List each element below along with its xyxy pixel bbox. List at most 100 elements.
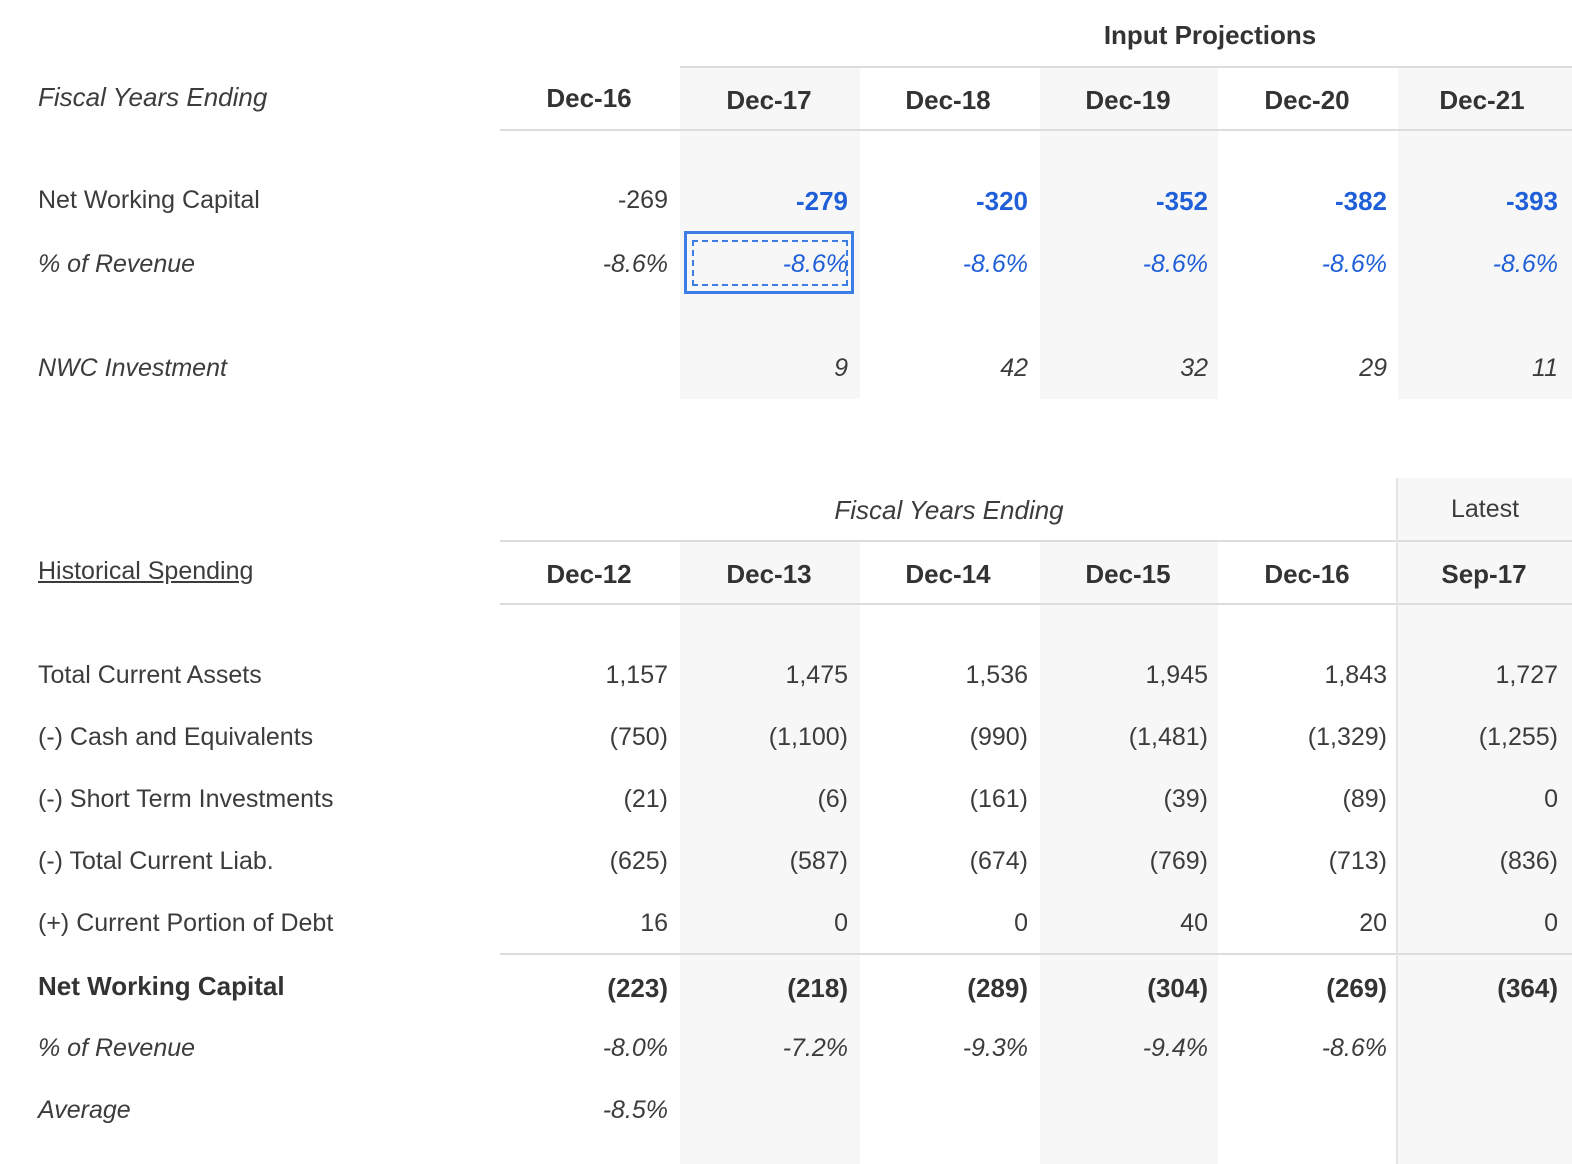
cell-tcl-sep17[interactable]: (836)	[1499, 847, 1558, 875]
col-header-dec15: Dec-15	[1085, 559, 1171, 589]
cell-pcth-dec12[interactable]: -8.0%	[602, 1034, 668, 1062]
divider-bottom-header	[500, 603, 1572, 605]
shade-bottom-col-dec13	[680, 542, 860, 1164]
cell-inv-dec18[interactable]: 42	[1000, 354, 1028, 382]
cell-cpd-dec16[interactable]: 20	[1359, 909, 1387, 937]
cell-tcl-dec14[interactable]: (674)	[969, 847, 1028, 875]
cell-cpd-dec13[interactable]: 0	[834, 909, 848, 937]
cell-tca-dec12[interactable]: 1,157	[605, 661, 668, 689]
copy-marquee	[692, 240, 848, 286]
cell-tcl-dec15[interactable]: (769)	[1149, 847, 1208, 875]
cell-tca-dec15[interactable]: 1,945	[1145, 661, 1208, 689]
cell-pct-dec19[interactable]: -8.6%	[1142, 250, 1208, 278]
cell-cash-dec15[interactable]: (1,481)	[1128, 723, 1208, 751]
cell-nwc-dec19[interactable]: -352	[1155, 186, 1208, 216]
cell-nwc-dec20[interactable]: -382	[1334, 186, 1387, 216]
cell-sti-dec12[interactable]: (21)	[623, 785, 668, 813]
cell-inv-dec17[interactable]: 9	[834, 354, 848, 382]
selected-cell-border	[684, 231, 854, 294]
row-label-average: Average	[38, 1096, 131, 1124]
cell-nwct-dec13[interactable]: (218)	[787, 973, 848, 1003]
cell-nwct-sep17[interactable]: (364)	[1497, 973, 1558, 1003]
cell-nwc-dec18[interactable]: -320	[975, 186, 1028, 216]
divider-input-projections	[680, 66, 1572, 68]
row-label-short-term-investments: (-) Short Term Investments	[38, 785, 334, 813]
shade-bottom-col-latest	[1398, 478, 1572, 1164]
cell-nwc-dec17[interactable]: -279	[795, 186, 848, 216]
divider-nwc-total	[500, 953, 1572, 955]
row-label-pct-revenue: % of Revenue	[38, 250, 196, 278]
col-header-dec18: Dec-18	[905, 85, 991, 115]
cell-pcth-dec15[interactable]: -9.4%	[1142, 1034, 1208, 1062]
row-label-current-portion-debt: (+) Current Portion of Debt	[38, 909, 334, 937]
cell-cpd-dec12[interactable]: 16	[640, 909, 668, 937]
divider-top-header	[500, 129, 1572, 131]
bottom-fiscal-years-label: Fiscal Years Ending	[834, 495, 1064, 525]
cell-nwct-dec12[interactable]: (223)	[607, 973, 668, 1003]
col-header-dec14: Dec-14	[905, 559, 991, 589]
cell-tca-dec14[interactable]: 1,536	[965, 661, 1028, 689]
cell-cash-dec12[interactable]: (750)	[609, 723, 668, 751]
col-header-dec13: Dec-13	[726, 559, 812, 589]
cell-nwct-dec16[interactable]: (269)	[1326, 973, 1387, 1003]
cell-average-dec12[interactable]: -8.5%	[602, 1096, 668, 1124]
cell-sti-dec15[interactable]: (39)	[1163, 785, 1208, 813]
cell-nwc-dec21[interactable]: -393	[1505, 186, 1558, 216]
cell-nwc-dec16[interactable]: -269	[617, 186, 668, 214]
latest-label: Latest	[1450, 495, 1520, 523]
cell-tcl-dec12[interactable]: (625)	[609, 847, 668, 875]
cell-cpd-sep17[interactable]: 0	[1544, 909, 1558, 937]
row-label-total-current-liab: (-) Total Current Liab.	[38, 847, 274, 875]
cell-inv-dec19[interactable]: 32	[1180, 354, 1208, 382]
cell-inv-dec20[interactable]: 29	[1359, 354, 1387, 382]
cell-pct-dec20[interactable]: -8.6%	[1321, 250, 1387, 278]
col-header-dec17: Dec-17	[726, 85, 812, 115]
cell-pct-dec16[interactable]: -8.6%	[602, 250, 668, 278]
cell-tca-sep17[interactable]: 1,727	[1495, 661, 1558, 689]
cell-cash-dec13[interactable]: (1,100)	[768, 723, 848, 751]
shade-top-col-dec19	[1040, 66, 1218, 399]
row-label-total-current-assets: Total Current Assets	[38, 661, 262, 689]
shade-top-col-dec21	[1398, 66, 1572, 399]
cell-cash-sep17[interactable]: (1,255)	[1478, 723, 1558, 751]
col-header-sep17: Sep-17	[1441, 559, 1527, 589]
shade-bottom-col-dec15	[1040, 542, 1218, 1164]
row-label-nwc-investment: NWC Investment	[38, 354, 227, 382]
cell-sti-sep17[interactable]: 0	[1544, 785, 1558, 813]
cell-cash-dec14[interactable]: (990)	[969, 723, 1028, 751]
cell-tca-dec16[interactable]: 1,843	[1324, 661, 1387, 689]
cell-tcl-dec16[interactable]: (713)	[1328, 847, 1387, 875]
col-header-dec16: Dec-16	[546, 83, 632, 113]
cell-tca-dec13[interactable]: 1,475	[785, 661, 848, 689]
cell-pcth-dec16[interactable]: -8.6%	[1321, 1034, 1387, 1062]
cell-pcth-dec13[interactable]: -7.2%	[782, 1034, 848, 1062]
divider-bottom-years	[500, 540, 1572, 542]
fiscal-years-label: Fiscal Years Ending	[38, 82, 268, 112]
cell-nwct-dec14[interactable]: (289)	[967, 973, 1028, 1003]
col-header-dec20: Dec-20	[1264, 85, 1350, 115]
col-header-dec19: Dec-19	[1085, 85, 1171, 115]
row-label-nwc: Net Working Capital	[38, 186, 260, 214]
col-header-dec21: Dec-21	[1439, 85, 1525, 115]
cell-sti-dec16[interactable]: (89)	[1342, 785, 1387, 813]
cell-cpd-dec14[interactable]: 0	[1014, 909, 1028, 937]
input-projections-header: Input Projections	[1103, 20, 1317, 50]
cell-pct-dec21[interactable]: -8.6%	[1492, 250, 1558, 278]
col-header-dec12: Dec-12	[546, 559, 632, 589]
cell-cash-dec16[interactable]: (1,329)	[1307, 723, 1387, 751]
cell-sti-dec13[interactable]: (6)	[817, 785, 848, 813]
col-header-dec16-hist: Dec-16	[1264, 559, 1350, 589]
cell-sti-dec14[interactable]: (161)	[969, 785, 1028, 813]
historical-spending-label: Historical Spending	[38, 557, 254, 585]
cell-cpd-dec15[interactable]: 40	[1180, 909, 1208, 937]
row-label-pct-revenue-hist: % of Revenue	[38, 1034, 196, 1062]
cell-inv-dec21[interactable]: 11	[1532, 354, 1558, 382]
cell-pct-dec17[interactable]: -8.6%	[782, 250, 848, 278]
row-label-nwc-total: Net Working Capital	[38, 971, 285, 1001]
cell-tcl-dec13[interactable]: (587)	[789, 847, 848, 875]
divider-latest-column	[1396, 478, 1398, 1164]
row-label-cash: (-) Cash and Equivalents	[38, 723, 314, 751]
cell-nwct-dec15[interactable]: (304)	[1147, 973, 1208, 1003]
cell-pct-dec18[interactable]: -8.6%	[962, 250, 1028, 278]
cell-pcth-dec14[interactable]: -9.3%	[962, 1034, 1028, 1062]
